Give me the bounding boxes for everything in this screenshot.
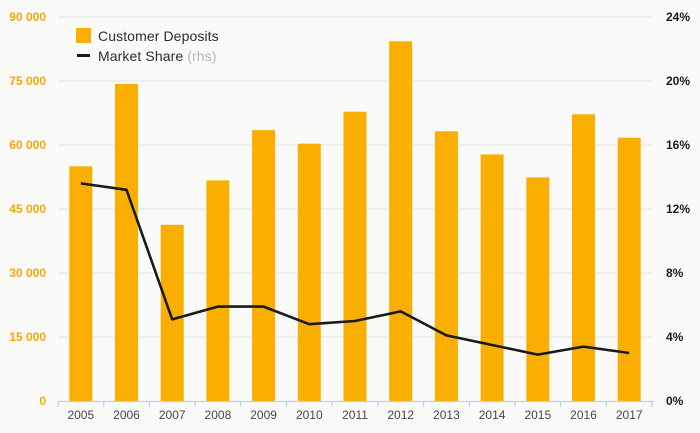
x-axis-label-2005: 2005 bbox=[67, 408, 94, 422]
y-axis-label-right: 24% bbox=[666, 10, 690, 24]
x-axis-label-2008: 2008 bbox=[205, 408, 232, 422]
y-axis-label-right: 16% bbox=[666, 138, 690, 152]
bar-2012 bbox=[389, 41, 413, 402]
bar-2016 bbox=[572, 114, 595, 402]
legend-label-market-share-text: Market Share bbox=[98, 47, 184, 64]
legend-label-market-share: Market Share (rhs) bbox=[98, 48, 217, 64]
bar-2014 bbox=[480, 154, 504, 401]
bar-2011 bbox=[343, 111, 367, 401]
y-axis-label-left: 0 bbox=[39, 394, 46, 408]
y-axis-label-left: 30 000 bbox=[9, 266, 46, 280]
bar-2013 bbox=[434, 131, 458, 402]
market-share-line bbox=[80, 182, 630, 356]
y-axis-label-right: 4% bbox=[666, 330, 684, 344]
legend-swatch-deposits-icon bbox=[76, 28, 91, 43]
y-axis-label-left: 75 000 bbox=[9, 74, 46, 88]
bar-2009 bbox=[252, 130, 276, 401]
x-axis-label-2014: 2014 bbox=[479, 408, 506, 422]
x-axis-label-2009: 2009 bbox=[250, 408, 277, 422]
y-axis-label-left: 15 000 bbox=[9, 330, 46, 344]
bar-2007 bbox=[160, 224, 184, 401]
x-axis-label-2007: 2007 bbox=[159, 408, 186, 422]
legend-line-icon bbox=[77, 54, 90, 57]
x-axis-label-2011: 2011 bbox=[342, 408, 368, 422]
x-axis-label-2010: 2010 bbox=[296, 408, 323, 422]
y-axis-label-left: 45 000 bbox=[9, 202, 46, 216]
x-axis-label-2012: 2012 bbox=[387, 408, 414, 422]
legend: Customer Deposits Market Share (rhs) bbox=[76, 26, 219, 66]
x-axis-label-2013: 2013 bbox=[433, 408, 460, 422]
y-axis-label-right: 0% bbox=[666, 394, 684, 408]
x-axis-label-2006: 2006 bbox=[113, 408, 140, 422]
bar-2006 bbox=[115, 84, 138, 401]
y-axis-label-left: 90 000 bbox=[9, 10, 46, 24]
bar-2017 bbox=[617, 137, 641, 401]
bar-2005 bbox=[69, 166, 93, 401]
x-axis-label-2015: 2015 bbox=[524, 408, 551, 422]
y-axis-label-right: 20% bbox=[666, 74, 690, 88]
x-axis-label-2016: 2016 bbox=[570, 408, 597, 422]
legend-item-customer-deposits: Customer Deposits bbox=[76, 26, 219, 45]
legend-label-deposits: Customer Deposits bbox=[98, 27, 219, 44]
bar-2010 bbox=[297, 143, 321, 401]
x-axis-label-2017: 2017 bbox=[616, 408, 643, 422]
y-axis-label-right: 12% bbox=[666, 202, 690, 216]
bar-2008 bbox=[206, 180, 230, 401]
y-axis-label-right: 8% bbox=[666, 266, 684, 280]
legend-item-market-share: Market Share (rhs) bbox=[76, 46, 219, 65]
bar-2015 bbox=[526, 177, 550, 401]
y-axis-label-left: 60 000 bbox=[9, 138, 46, 152]
legend-rhs-suffix: (rhs) bbox=[187, 47, 217, 64]
